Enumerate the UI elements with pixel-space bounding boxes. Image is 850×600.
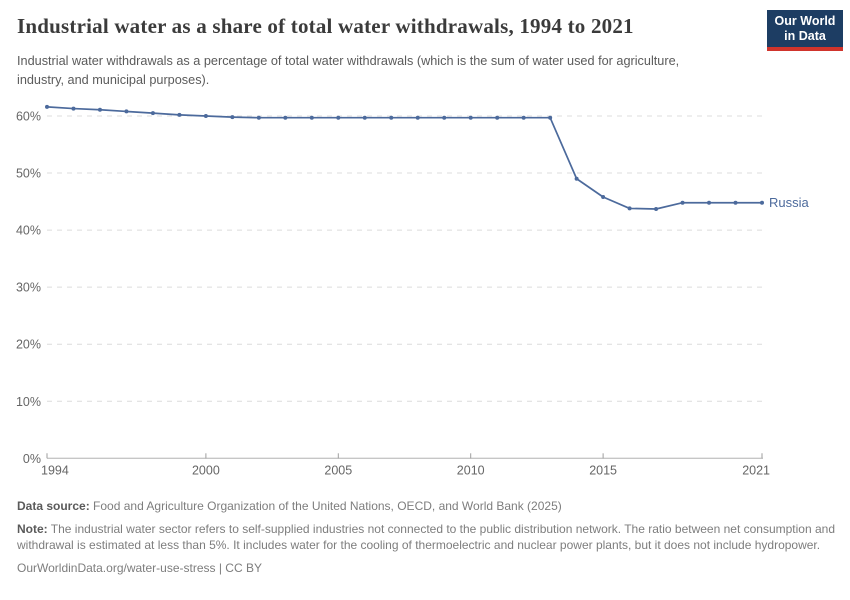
- data-point[interactable]: [548, 115, 553, 120]
- data-point[interactable]: [468, 115, 473, 120]
- y-tick-label: 20%: [16, 338, 41, 352]
- data-point[interactable]: [495, 115, 500, 120]
- data-source-text: Food and Agriculture Organization of the…: [93, 499, 562, 513]
- y-tick-label: 0%: [23, 452, 41, 466]
- data-point[interactable]: [97, 107, 102, 112]
- data-point[interactable]: [574, 176, 579, 181]
- data-point[interactable]: [680, 200, 685, 205]
- data-point[interactable]: [124, 109, 129, 114]
- y-tick-label: 10%: [16, 395, 41, 409]
- owid-logo-line2: in Data: [784, 28, 826, 43]
- data-point[interactable]: [627, 206, 632, 211]
- x-tick-label: 2010: [457, 463, 485, 477]
- data-point[interactable]: [415, 115, 420, 120]
- data-point[interactable]: [442, 115, 447, 120]
- data-point[interactable]: [389, 115, 394, 120]
- owid-logo-line1: Our World: [774, 13, 836, 28]
- data-point[interactable]: [283, 115, 288, 120]
- data-point[interactable]: [230, 115, 235, 120]
- y-tick-label: 30%: [16, 281, 41, 295]
- chart-subtitle: Industrial water withdrawals as a percen…: [17, 54, 680, 87]
- data-point[interactable]: [521, 115, 526, 120]
- page-title: Industrial water as a share of total wat…: [17, 14, 634, 38]
- footer-url-link[interactable]: OurWorldinData.org/water-use-stress | CC…: [17, 561, 262, 575]
- url-line: OurWorldinData.org/water-use-stress | CC…: [17, 560, 835, 576]
- x-tick-label: 2000: [192, 463, 220, 477]
- data-point[interactable]: [654, 206, 659, 211]
- data-point[interactable]: [362, 115, 367, 120]
- x-tick-label: 2005: [324, 463, 352, 477]
- note-label: Note:: [17, 522, 48, 536]
- chart-canvas[interactable]: 0% 10% 20% 30% 40% 50% 60% 1994 2000 2005 2010 2015…: [0, 90, 850, 490]
- data-point[interactable]: [45, 104, 49, 109]
- data-point[interactable]: [760, 200, 764, 205]
- line-chart[interactable]: 0% 10% 20% 30% 40% 50% 60% 1994 2000 2005 2010 2015…: [0, 90, 850, 490]
- x-tick-label: 2021: [742, 463, 770, 477]
- data-line[interactable]: [46, 106, 762, 210]
- y-tick-label: 50%: [16, 167, 41, 181]
- data-point[interactable]: [733, 200, 738, 205]
- data-point[interactable]: [177, 112, 182, 117]
- note-text: The industrial water sector refers to se…: [17, 522, 836, 552]
- data-point[interactable]: [71, 106, 76, 111]
- x-tick-label: 1994: [41, 463, 69, 477]
- data-point[interactable]: [203, 114, 208, 118]
- data-source-label: Data source:: [17, 499, 90, 513]
- y-tick-label: 40%: [16, 224, 41, 238]
- owid-logo[interactable]: Our World in Data: [767, 10, 843, 51]
- data-source-line: Data source: Food and Agriculture Organi…: [17, 498, 835, 514]
- chart-footer: Data source: Food and Agriculture Organi…: [17, 498, 835, 576]
- note-line: Note: The industrial water sector refers…: [17, 521, 835, 553]
- x-tick-label: 2015: [589, 463, 617, 477]
- data-point[interactable]: [256, 115, 261, 120]
- data-point[interactable]: [150, 111, 155, 116]
- series-label: Russia: [769, 195, 810, 210]
- data-point[interactable]: [336, 115, 341, 120]
- y-tick-label: 60%: [16, 110, 41, 124]
- data-point[interactable]: [707, 200, 712, 205]
- data-point[interactable]: [309, 115, 314, 120]
- data-point[interactable]: [601, 195, 606, 200]
